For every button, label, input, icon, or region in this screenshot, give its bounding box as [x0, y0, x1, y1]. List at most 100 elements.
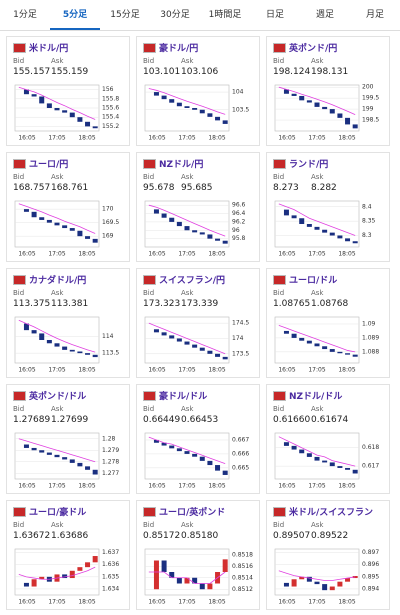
rate-card[interactable]: 豪ドル/円 Bid Ask 103.101 103.106 104 103.5 16:05 17…	[136, 36, 260, 146]
candle	[153, 560, 159, 590]
candle	[337, 235, 343, 239]
bid-value: 1.08765	[273, 299, 311, 309]
tab[interactable]: 15分足	[110, 10, 140, 20]
rate-card[interactable]: 英ポンド/ドル Bid Ask 1.27689 1.27699 1.28 1.279 1.27…	[6, 384, 130, 494]
tab[interactable]: 月足	[365, 10, 384, 20]
pair-name[interactable]: スイスフラン/円	[159, 276, 226, 286]
pair-name[interactable]: 豪ドル/円	[159, 44, 199, 54]
x-tick-label: 18:05	[78, 367, 95, 374]
ask-value: 0.66453	[181, 415, 219, 425]
x-tick-label: 18:05	[208, 251, 225, 258]
ask-value: 103.106	[181, 67, 219, 77]
bid-value: 173.323	[143, 299, 181, 309]
pair-name[interactable]: 米ドル/円	[29, 44, 69, 54]
rate-card[interactable]: カナダドル/円 Bid Ask 113.375 113.381 114 113.5 16:05…	[6, 268, 130, 378]
rate-card[interactable]: スイスフラン/円 Bid Ask 173.323 173.339 174.5 174 173.…	[136, 268, 260, 378]
tab[interactable]: 1分足	[13, 10, 37, 20]
ask-label: Ask	[311, 57, 324, 65]
candle	[77, 567, 83, 571]
bid-value: 1.27689	[13, 415, 51, 425]
x-tick-label: 17:05	[178, 251, 195, 258]
candle	[23, 444, 29, 448]
pair-name[interactable]: ユーロ/ドル	[289, 276, 338, 286]
flag	[143, 507, 156, 517]
candle	[153, 209, 159, 214]
candle	[85, 121, 91, 127]
candle	[306, 100, 312, 103]
pair-name[interactable]: NZドル/ドル	[289, 392, 343, 402]
pair-name[interactable]: ユーロ/円	[29, 160, 69, 170]
pair-name[interactable]: ユーロ/英ポンド	[159, 508, 226, 518]
candle	[92, 556, 98, 563]
candle	[352, 241, 358, 244]
bid-label: Bid	[143, 521, 155, 529]
bid-label: Bid	[143, 289, 155, 297]
tab[interactable]: 5分足	[50, 0, 100, 30]
x-tick-label: 16:05	[278, 135, 295, 142]
x-tick-label: 18:05	[208, 135, 225, 142]
candle	[291, 445, 297, 450]
tab[interactable]: 日足	[265, 10, 284, 20]
pair-name[interactable]: ランド/円	[289, 160, 329, 170]
y-tick-label: 96.2	[232, 218, 246, 225]
rate-card[interactable]: NZドル/円 Bid Ask 95.678 95.685 96.6 96.4 96.2 96 95…	[136, 152, 260, 262]
tab[interactable]: 週足	[315, 10, 334, 20]
pair-name[interactable]: 英ポンド/ドル	[29, 392, 87, 402]
candle	[207, 234, 213, 239]
candle	[345, 117, 351, 125]
bid-value: 155.157	[13, 67, 51, 77]
y-tick-label: 96.4	[232, 210, 246, 217]
rate-card[interactable]: 米ドル/スイスフラン Bid Ask 0.89507 0.89522 0.897 0.896…	[266, 500, 390, 610]
candle	[207, 583, 213, 590]
tab-bar: 1分足 5分足 15分足 30分足 1時間足 日足 週足 月足	[0, 0, 400, 31]
rate-card[interactable]: ランド/円 Bid Ask 8.273 8.282 8.4 8.35 8.3 16:05 17:0…	[266, 152, 390, 262]
pair-name[interactable]: 米ドル/スイスフラン	[289, 508, 374, 518]
x-tick-label: 16:05	[148, 251, 165, 258]
candle	[314, 343, 320, 347]
rate-card[interactable]: ユーロ/円 Bid Ask 168.757 168.761 170 169.5 169 16:0…	[6, 152, 130, 262]
ask-label: Ask	[311, 521, 324, 529]
tab[interactable]: 1時間足	[208, 10, 242, 20]
pair-name[interactable]: カナダドル/円	[29, 276, 87, 286]
candle	[329, 109, 335, 114]
flag	[143, 43, 156, 53]
ask-value: 173.339	[181, 299, 219, 309]
moving-average	[148, 88, 226, 115]
pair-name[interactable]: 英ポンド/円	[289, 44, 338, 54]
pair-name[interactable]: NZドル/円	[159, 160, 204, 170]
tab[interactable]: 30分足	[160, 10, 190, 20]
rate-card[interactable]: ユーロ/英ポンド Bid Ask 0.85172 0.85180 0.8518 0.8516…	[136, 500, 260, 610]
candle	[192, 108, 198, 110]
moving-average	[18, 566, 96, 580]
y-tick-label: 0.667	[232, 436, 249, 443]
candle	[31, 330, 37, 334]
ask-label: Ask	[181, 173, 194, 181]
rate-card[interactable]: ユーロ/ドル Bid Ask 1.08765 1.08768 1.09 1.089 1.088…	[266, 268, 390, 378]
rate-card[interactable]: 米ドル/円 Bid Ask 155.157 155.159 156 155.8 155.6 15…	[6, 36, 130, 146]
candle	[207, 113, 213, 117]
moving-average	[278, 570, 356, 581]
candle	[46, 340, 52, 344]
y-tick-label: 1.09	[362, 320, 376, 327]
candle	[31, 211, 37, 218]
rate-card[interactable]: ユーロ/豪ドル Bid Ask 1.63672 1.63686 1.637 1.636 1.6…	[6, 500, 130, 610]
pair-name[interactable]: ユーロ/豪ドル	[29, 508, 87, 518]
mini-chart: 1.09 1.089 1.088 16:05 17:05 18:05	[274, 316, 379, 374]
bid-label: Bid	[273, 57, 285, 65]
rate-card[interactable]: 豪ドル/ドル Bid Ask 0.66449 0.66453 0.667 0.666 0.66…	[136, 384, 260, 494]
x-tick-label: 18:05	[78, 135, 95, 142]
pair-name[interactable]: 豪ドル/ドル	[159, 392, 208, 402]
candle	[153, 439, 159, 443]
candle	[306, 453, 312, 457]
mini-chart: 114 113.5 16:05 17:05 18:05	[14, 316, 119, 374]
x-tick-label: 18:05	[208, 483, 225, 490]
y-tick-label: 0.617	[362, 463, 379, 470]
candle	[345, 578, 351, 582]
x-tick-label: 16:05	[18, 251, 35, 258]
y-tick-label: 0.618	[362, 444, 379, 451]
rate-card[interactable]: NZドル/ドル Bid Ask 0.61660 0.61674 0.618 0.617 16:…	[266, 384, 390, 494]
bid-value: 0.89507	[273, 531, 311, 541]
y-tick-label: 1.089	[362, 334, 379, 341]
rate-card[interactable]: 英ポンド/円 Bid Ask 198.124 198.131 200 199.5 199 198…	[266, 36, 390, 146]
plot-frame	[274, 84, 360, 132]
